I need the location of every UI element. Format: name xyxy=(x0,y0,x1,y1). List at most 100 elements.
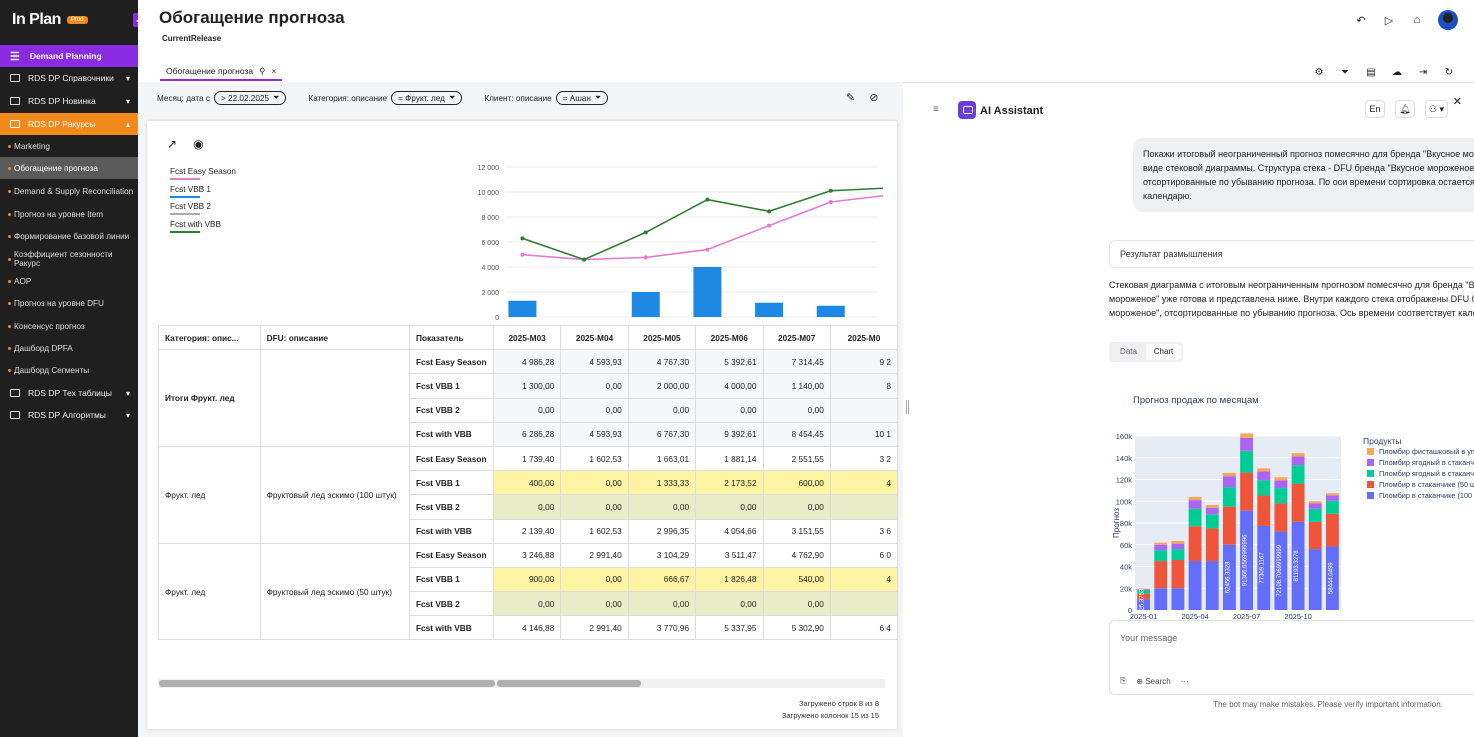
value-cell[interactable]: 1 602,53 xyxy=(560,445,629,472)
stack-segment[interactable] xyxy=(1154,550,1168,562)
value-cell[interactable]: 0,00 xyxy=(560,494,629,520)
attach-icon[interactable]: ⎘ xyxy=(1120,676,1127,685)
value-cell[interactable]: 8 454,45 xyxy=(762,421,831,447)
series-point[interactable] xyxy=(582,257,587,262)
series-point[interactable] xyxy=(643,255,648,260)
legend-label[interactable]: Пломбир ягодный в стаканчике (50 штук) xyxy=(1379,458,1474,467)
stack-segment[interactable] xyxy=(1137,588,1151,590)
search-button[interactable]: ⊕ Search xyxy=(1136,676,1171,686)
sidebar-item-forecast-enrichment[interactable]: Обогащение прогноза xyxy=(0,157,138,179)
pin-icon[interactable]: ⚲ xyxy=(259,65,266,76)
value-cell[interactable]: 4 593,93 xyxy=(560,421,629,447)
stack-segment[interactable] xyxy=(1154,588,1168,610)
value-cell[interactable]: 0,00 xyxy=(492,591,562,617)
value-cell[interactable]: 0,00 xyxy=(492,494,562,520)
value-cell[interactable]: 0,00 xyxy=(560,566,629,593)
stack-segment[interactable] xyxy=(1188,526,1202,562)
language-button[interactable]: En xyxy=(1364,100,1385,118)
value-cell[interactable]: 4 054,66 xyxy=(695,518,764,544)
stack-segment[interactable] xyxy=(1240,510,1254,610)
stack-segment[interactable] xyxy=(1240,450,1254,473)
bar-vbb1[interactable] xyxy=(631,292,660,317)
value-cell[interactable]: 2 000,00 xyxy=(627,373,697,399)
value-cell[interactable]: 4 767,30 xyxy=(627,349,697,375)
more-icon[interactable]: ··· xyxy=(1180,676,1189,686)
legend-swatch[interactable] xyxy=(1367,481,1374,488)
stack-segment[interactable] xyxy=(1240,437,1254,451)
value-cell[interactable]: 1 663,01 xyxy=(627,445,697,472)
stack-segment[interactable] xyxy=(1222,506,1236,545)
close-tab-icon[interactable]: × xyxy=(271,66,277,76)
legend-label[interactable]: Пломбир в стаканчике (50 штук) xyxy=(1379,480,1474,489)
value-cell[interactable]: 1 602,53 xyxy=(560,518,629,544)
filter-month[interactable]: > 22.02.2025 ⏷ xyxy=(213,91,287,105)
series-point[interactable] xyxy=(828,188,833,193)
value-cell[interactable]: 0,00 xyxy=(560,591,629,617)
value-cell[interactable]: 600,00 xyxy=(762,470,831,496)
undo-icon[interactable]: ↶ xyxy=(1356,14,1366,27)
column-header[interactable]: 2025-M07 xyxy=(762,325,831,351)
stack-segment[interactable] xyxy=(1240,472,1254,511)
value-cell[interactable] xyxy=(829,494,898,520)
value-cell[interactable]: 4 xyxy=(829,566,898,593)
horizontal-scrollbar[interactable] xyxy=(158,679,885,688)
legend-swatch[interactable] xyxy=(1367,470,1374,477)
stack-segment[interactable] xyxy=(1308,501,1322,504)
value-cell[interactable]: 9 2 xyxy=(829,349,898,375)
thinking-result-dropdown[interactable]: Результат размышления ⌄ xyxy=(1109,240,1474,268)
menu-icon[interactable]: ≡ xyxy=(933,104,939,115)
stack-segment[interactable] xyxy=(1137,589,1151,591)
stack-segment[interactable] xyxy=(1171,588,1185,610)
series-point[interactable] xyxy=(643,230,648,235)
user-menu-button[interactable]: ⚇ ▾ xyxy=(1424,100,1448,118)
value-cell[interactable]: 2 173,52 xyxy=(695,470,764,496)
message-box[interactable]: Your message ⛉ ⎘ ⊕ Search ··· 🎙︎ ▷ xyxy=(1109,620,1474,695)
column-header[interactable]: DFU: описание xyxy=(259,325,410,351)
value-cell[interactable]: 2 139,40 xyxy=(492,518,562,544)
legend-label[interactable]: Пломбир в стаканчике (100 штук) xyxy=(1379,491,1474,500)
sidebar-item-marketing[interactable]: Marketing xyxy=(0,135,138,157)
stack-segment[interactable] xyxy=(1257,495,1271,526)
toggle-data[interactable]: Data xyxy=(1120,347,1137,356)
logo[interactable]: In Plan Prod xyxy=(12,9,88,31)
column-header[interactable]: 2025-M05 xyxy=(627,325,697,351)
legend-item[interactable]: Fcst Easy Season xyxy=(170,167,236,185)
stack-segment[interactable] xyxy=(1325,493,1339,496)
stack-segment[interactable] xyxy=(1274,531,1288,610)
filter-category[interactable]: = Фрукт. лед ⏷ xyxy=(391,91,463,105)
legend-label[interactable]: Пломбир фисташковый в упаковке HoReCa xyxy=(1379,447,1474,456)
legend-item[interactable]: Fcst VBB 1 xyxy=(170,185,236,203)
sidebar-group-algorithms[interactable]: RDS DP Алгоритмы ▾ xyxy=(0,404,138,426)
series-point[interactable] xyxy=(828,200,833,204)
legend-label[interactable]: Пломбир ягодный в стаканчике (100 штук) xyxy=(1379,469,1474,478)
value-cell[interactable]: 0,00 xyxy=(560,373,629,399)
avatar[interactable] xyxy=(1438,10,1458,30)
stack-segment[interactable] xyxy=(1257,525,1271,610)
column-header[interactable]: 2025-M0 xyxy=(829,325,898,351)
stack-segment[interactable] xyxy=(1171,559,1185,589)
stack-segment[interactable] xyxy=(1205,514,1219,529)
stack-segment[interactable] xyxy=(1308,503,1322,509)
sidebar-group-directories[interactable]: RDS DP Справочники ▾ xyxy=(0,67,138,89)
sidebar-item-baseline[interactable]: Формирование базовой линии xyxy=(0,225,138,247)
value-cell[interactable]: 5 337,95 xyxy=(695,615,764,641)
value-cell[interactable]: 2 996,35 xyxy=(627,518,697,544)
filter-icon[interactable]: ⏷ xyxy=(1341,66,1349,78)
legend-swatch[interactable] xyxy=(1367,492,1374,499)
value-cell[interactable]: 4 986,28 xyxy=(492,349,562,375)
stack-segment[interactable] xyxy=(1274,477,1288,481)
stack-segment[interactable] xyxy=(1274,480,1288,489)
stack-segment[interactable] xyxy=(1154,544,1168,551)
value-cell[interactable]: 1 140,00 xyxy=(762,373,831,399)
toggle-chart[interactable]: Chart xyxy=(1146,344,1181,360)
stack-segment[interactable] xyxy=(1325,513,1339,547)
stack-segment[interactable] xyxy=(1205,505,1219,508)
series-point[interactable] xyxy=(705,247,710,252)
legend-item[interactable]: Fcst VBB 2 xyxy=(170,202,236,220)
sidebar-item-consensus[interactable]: Консенсус прогноз xyxy=(0,315,138,337)
stack-segment[interactable] xyxy=(1274,488,1288,504)
value-cell[interactable]: 3 151,55 xyxy=(762,518,831,544)
value-cell[interactable]: 666,67 xyxy=(627,566,697,593)
sidebar-item-reconciliation[interactable]: Demand & Supply Reconciliation xyxy=(0,180,138,202)
value-cell[interactable]: 7 314,45 xyxy=(762,349,831,375)
